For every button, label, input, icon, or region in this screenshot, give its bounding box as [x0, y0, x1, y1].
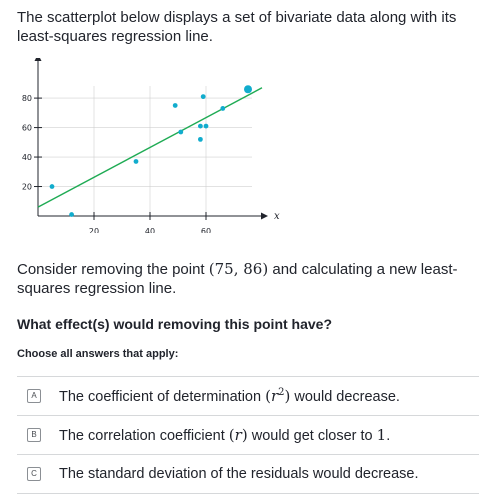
x-tick-label: 40 [145, 227, 155, 233]
instruction-text: Choose all answers that apply: [17, 348, 179, 360]
choice-c[interactable]: C The standard deviation of the residual… [17, 454, 479, 494]
choice-b-text-after: would get closer to [247, 428, 377, 444]
data-point [220, 106, 226, 111]
removed-point-math: (75, 86) [208, 260, 269, 278]
highlighted-data-point [244, 85, 252, 94]
x-tick-label: 60 [201, 227, 211, 233]
problem-intro: The scatterplot below displays a set of … [17, 9, 457, 45]
choice-b[interactable]: B The correlation coefficient (r) would … [17, 415, 479, 454]
choice-b-text-end: . [386, 428, 391, 444]
y-axis-arrow [34, 58, 42, 61]
y-tick-label: 20 [22, 183, 32, 192]
choice-a-math-sup: 2 [278, 387, 285, 398]
choice-a[interactable]: A The coefficient of determination (r2) … [17, 376, 479, 415]
paragraph-text-before: Consider removing the point [17, 261, 209, 278]
choice-c-label: The standard deviation of the residuals … [59, 466, 419, 482]
choice-a-letter-box[interactable]: A [27, 389, 41, 403]
choice-a-text-before: The coefficient of determination [59, 389, 266, 405]
question-text: What effect(s) would removing this point… [17, 316, 333, 332]
choice-a-math-var: r [270, 387, 279, 405]
data-point [198, 136, 203, 142]
y-tick-label: 60 [22, 124, 32, 133]
paragraph-text-after: and calculating a new least-squares regr… [17, 261, 458, 297]
data-point [203, 123, 209, 129]
choice-b-math: (r) [228, 426, 248, 444]
scatterplot-chart: 20406020406080xy [22, 58, 280, 233]
y-tick-label: 80 [22, 94, 32, 103]
scenario-paragraph: Consider removing the point (75, 86) and… [17, 260, 483, 298]
answer-choices: A The coefficient of determination (r2) … [17, 376, 479, 494]
y-tick-label: 40 [22, 153, 32, 162]
choice-b-label: The correlation coefficient (r) would ge… [59, 426, 390, 444]
data-point [198, 123, 203, 129]
choice-a-label: The coefficient of determination (r2) wo… [59, 387, 400, 405]
choice-b-letter-box[interactable]: B [27, 428, 41, 442]
x-axis-label: x [274, 211, 280, 222]
choice-b-math-var: r [234, 426, 242, 444]
data-point [49, 184, 55, 189]
data-point [178, 129, 184, 135]
data-point [200, 94, 206, 100]
choice-a-math: (r2) [265, 387, 291, 405]
choice-c-letter-box[interactable]: C [27, 467, 41, 481]
data-point [172, 103, 178, 108]
x-axis-arrow [261, 212, 268, 220]
x-tick-label: 20 [89, 227, 99, 233]
choice-a-text-after: would decrease. [290, 389, 400, 405]
data-point [133, 159, 139, 164]
choice-b-text-before: The correlation coefficient [59, 428, 229, 444]
data-point [69, 212, 74, 217]
choice-b-math-end: 1 [376, 426, 387, 444]
